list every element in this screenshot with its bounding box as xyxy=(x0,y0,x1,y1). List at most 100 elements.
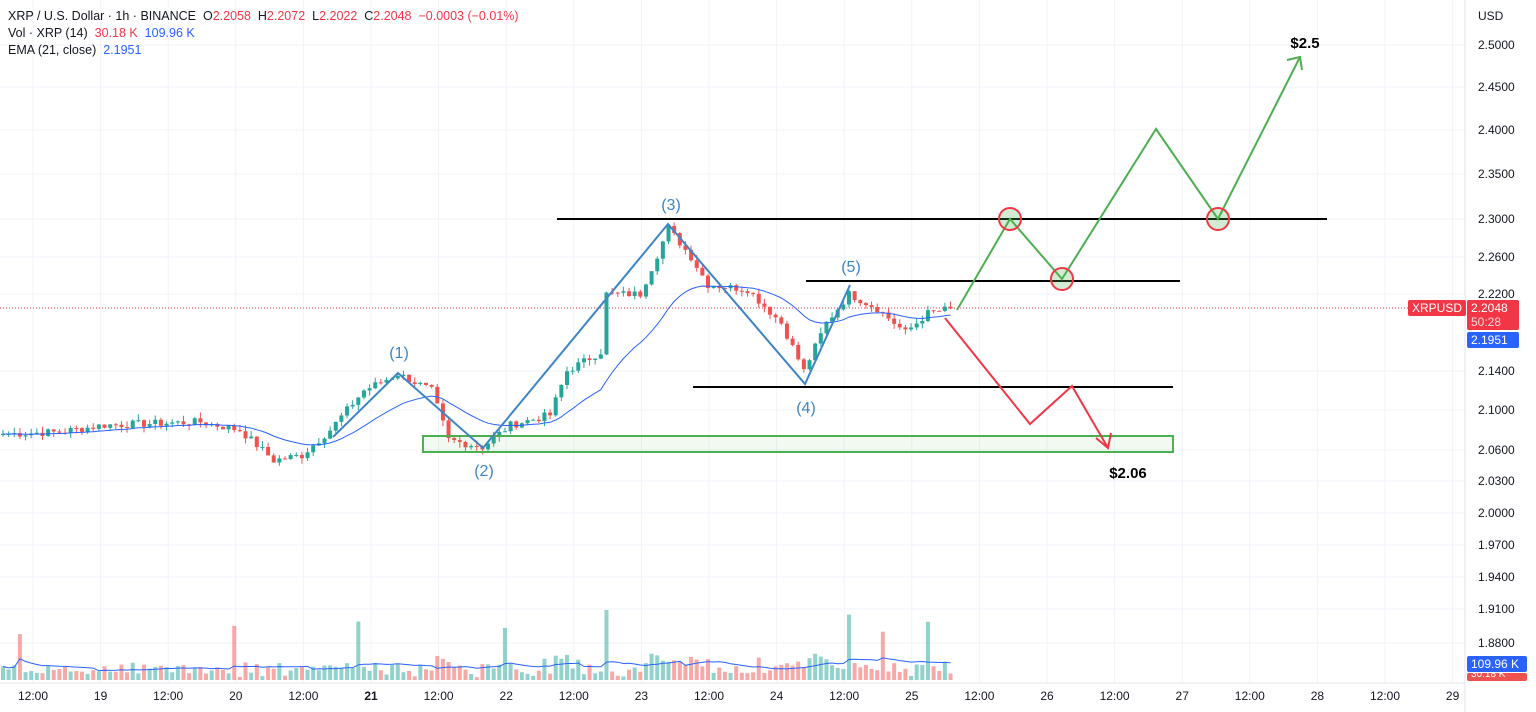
volume-bar xyxy=(632,667,637,680)
price-tick: 2.3500 xyxy=(1478,167,1515,181)
volume-bar xyxy=(598,671,603,680)
candle xyxy=(102,424,107,428)
volume-bar xyxy=(593,673,598,680)
volume-bar xyxy=(548,673,553,680)
price-tick: 2.3000 xyxy=(1478,212,1515,226)
candle xyxy=(892,318,897,324)
time-tick: 19 xyxy=(94,689,108,703)
time-tick: 12:00 xyxy=(288,689,318,703)
time-tick: 23 xyxy=(635,689,649,703)
candle xyxy=(638,291,643,297)
candle xyxy=(237,430,242,432)
volume-bar xyxy=(587,664,592,680)
candle xyxy=(621,291,626,293)
volume-bar xyxy=(407,670,412,680)
close-value: 2.2048 xyxy=(373,9,412,23)
candle xyxy=(841,304,846,310)
candle xyxy=(497,431,502,437)
candle xyxy=(909,327,914,330)
candle xyxy=(51,429,56,432)
volume-bar xyxy=(446,662,451,680)
candle xyxy=(847,291,851,305)
volume-bar xyxy=(745,673,750,680)
candle xyxy=(361,390,366,398)
price-tick: 1.9400 xyxy=(1478,570,1515,584)
volume-bar xyxy=(12,665,17,680)
candle xyxy=(525,420,530,424)
high-value: 2.2072 xyxy=(266,9,306,23)
volume-bar xyxy=(266,667,271,680)
candle xyxy=(401,374,406,376)
candle xyxy=(457,440,462,442)
target-down-label: $2.06 xyxy=(1109,465,1147,482)
candle xyxy=(260,446,265,448)
candle xyxy=(243,431,248,439)
volume-bar xyxy=(130,662,135,680)
candle xyxy=(108,424,113,428)
volume-bar xyxy=(63,666,68,680)
ema-value: 2.1951 xyxy=(103,43,142,57)
price-tick: 2.4000 xyxy=(1478,123,1515,137)
candle xyxy=(446,420,451,439)
currency-label[interactable]: USD xyxy=(1478,9,1504,23)
volume-bar xyxy=(570,668,575,680)
candle xyxy=(469,446,474,448)
candle xyxy=(435,386,440,404)
volume-bar xyxy=(722,671,727,680)
candle xyxy=(220,426,225,430)
price-tick: 2.0600 xyxy=(1478,443,1515,457)
volume-bar xyxy=(863,664,868,680)
candle xyxy=(796,344,801,360)
candle xyxy=(328,430,333,439)
bull-arrow-icon xyxy=(1286,55,1303,71)
candle xyxy=(181,421,186,425)
candle xyxy=(333,421,338,431)
volume-bar xyxy=(209,670,214,680)
volume-bar xyxy=(96,671,101,680)
candle xyxy=(254,436,259,448)
price-tick: 2.1400 xyxy=(1478,364,1515,378)
candle xyxy=(384,379,389,383)
candle xyxy=(68,427,73,433)
volume-bar xyxy=(192,667,197,680)
time-tick: 12:00 xyxy=(559,689,589,703)
candle xyxy=(689,249,694,261)
volume-bar xyxy=(807,658,812,680)
support-zone xyxy=(422,435,1174,453)
volume-bar xyxy=(790,665,795,680)
symbol-tag: XRPUSD xyxy=(1408,300,1467,316)
candle xyxy=(711,286,716,288)
volume-bar xyxy=(841,669,846,680)
volume-bar xyxy=(474,677,479,680)
volume-bar xyxy=(424,669,428,680)
candle xyxy=(491,436,496,444)
volume-bar xyxy=(728,672,733,680)
volume-bar xyxy=(581,674,586,680)
candle xyxy=(508,421,513,432)
candle xyxy=(232,425,237,431)
bearish-path xyxy=(944,317,1109,449)
price-tick: 2.0300 xyxy=(1478,474,1515,488)
candle xyxy=(553,397,558,416)
candle xyxy=(204,422,209,426)
candle xyxy=(198,418,203,423)
candle xyxy=(299,454,304,459)
candle xyxy=(125,427,130,429)
ema-row: EMA (21, close) 2.1951 xyxy=(8,43,142,57)
candle xyxy=(339,415,344,422)
candle xyxy=(271,455,276,463)
volume-bar xyxy=(378,670,383,680)
candle xyxy=(474,446,479,448)
symbol-title: XRP / U.S. Dollar · 1h · BINANCE xyxy=(8,9,197,23)
time-tick: 12:00 xyxy=(964,689,994,703)
volume-bar xyxy=(390,664,395,680)
volume-value: 30.18 K xyxy=(94,26,138,40)
candle xyxy=(801,359,806,370)
change-value: −0.0003 (−0.01%) xyxy=(418,9,519,23)
candle xyxy=(395,375,400,379)
ema-line xyxy=(3,285,951,446)
volume-bar xyxy=(119,664,124,680)
volume-bar xyxy=(700,666,705,680)
candle xyxy=(350,404,355,407)
